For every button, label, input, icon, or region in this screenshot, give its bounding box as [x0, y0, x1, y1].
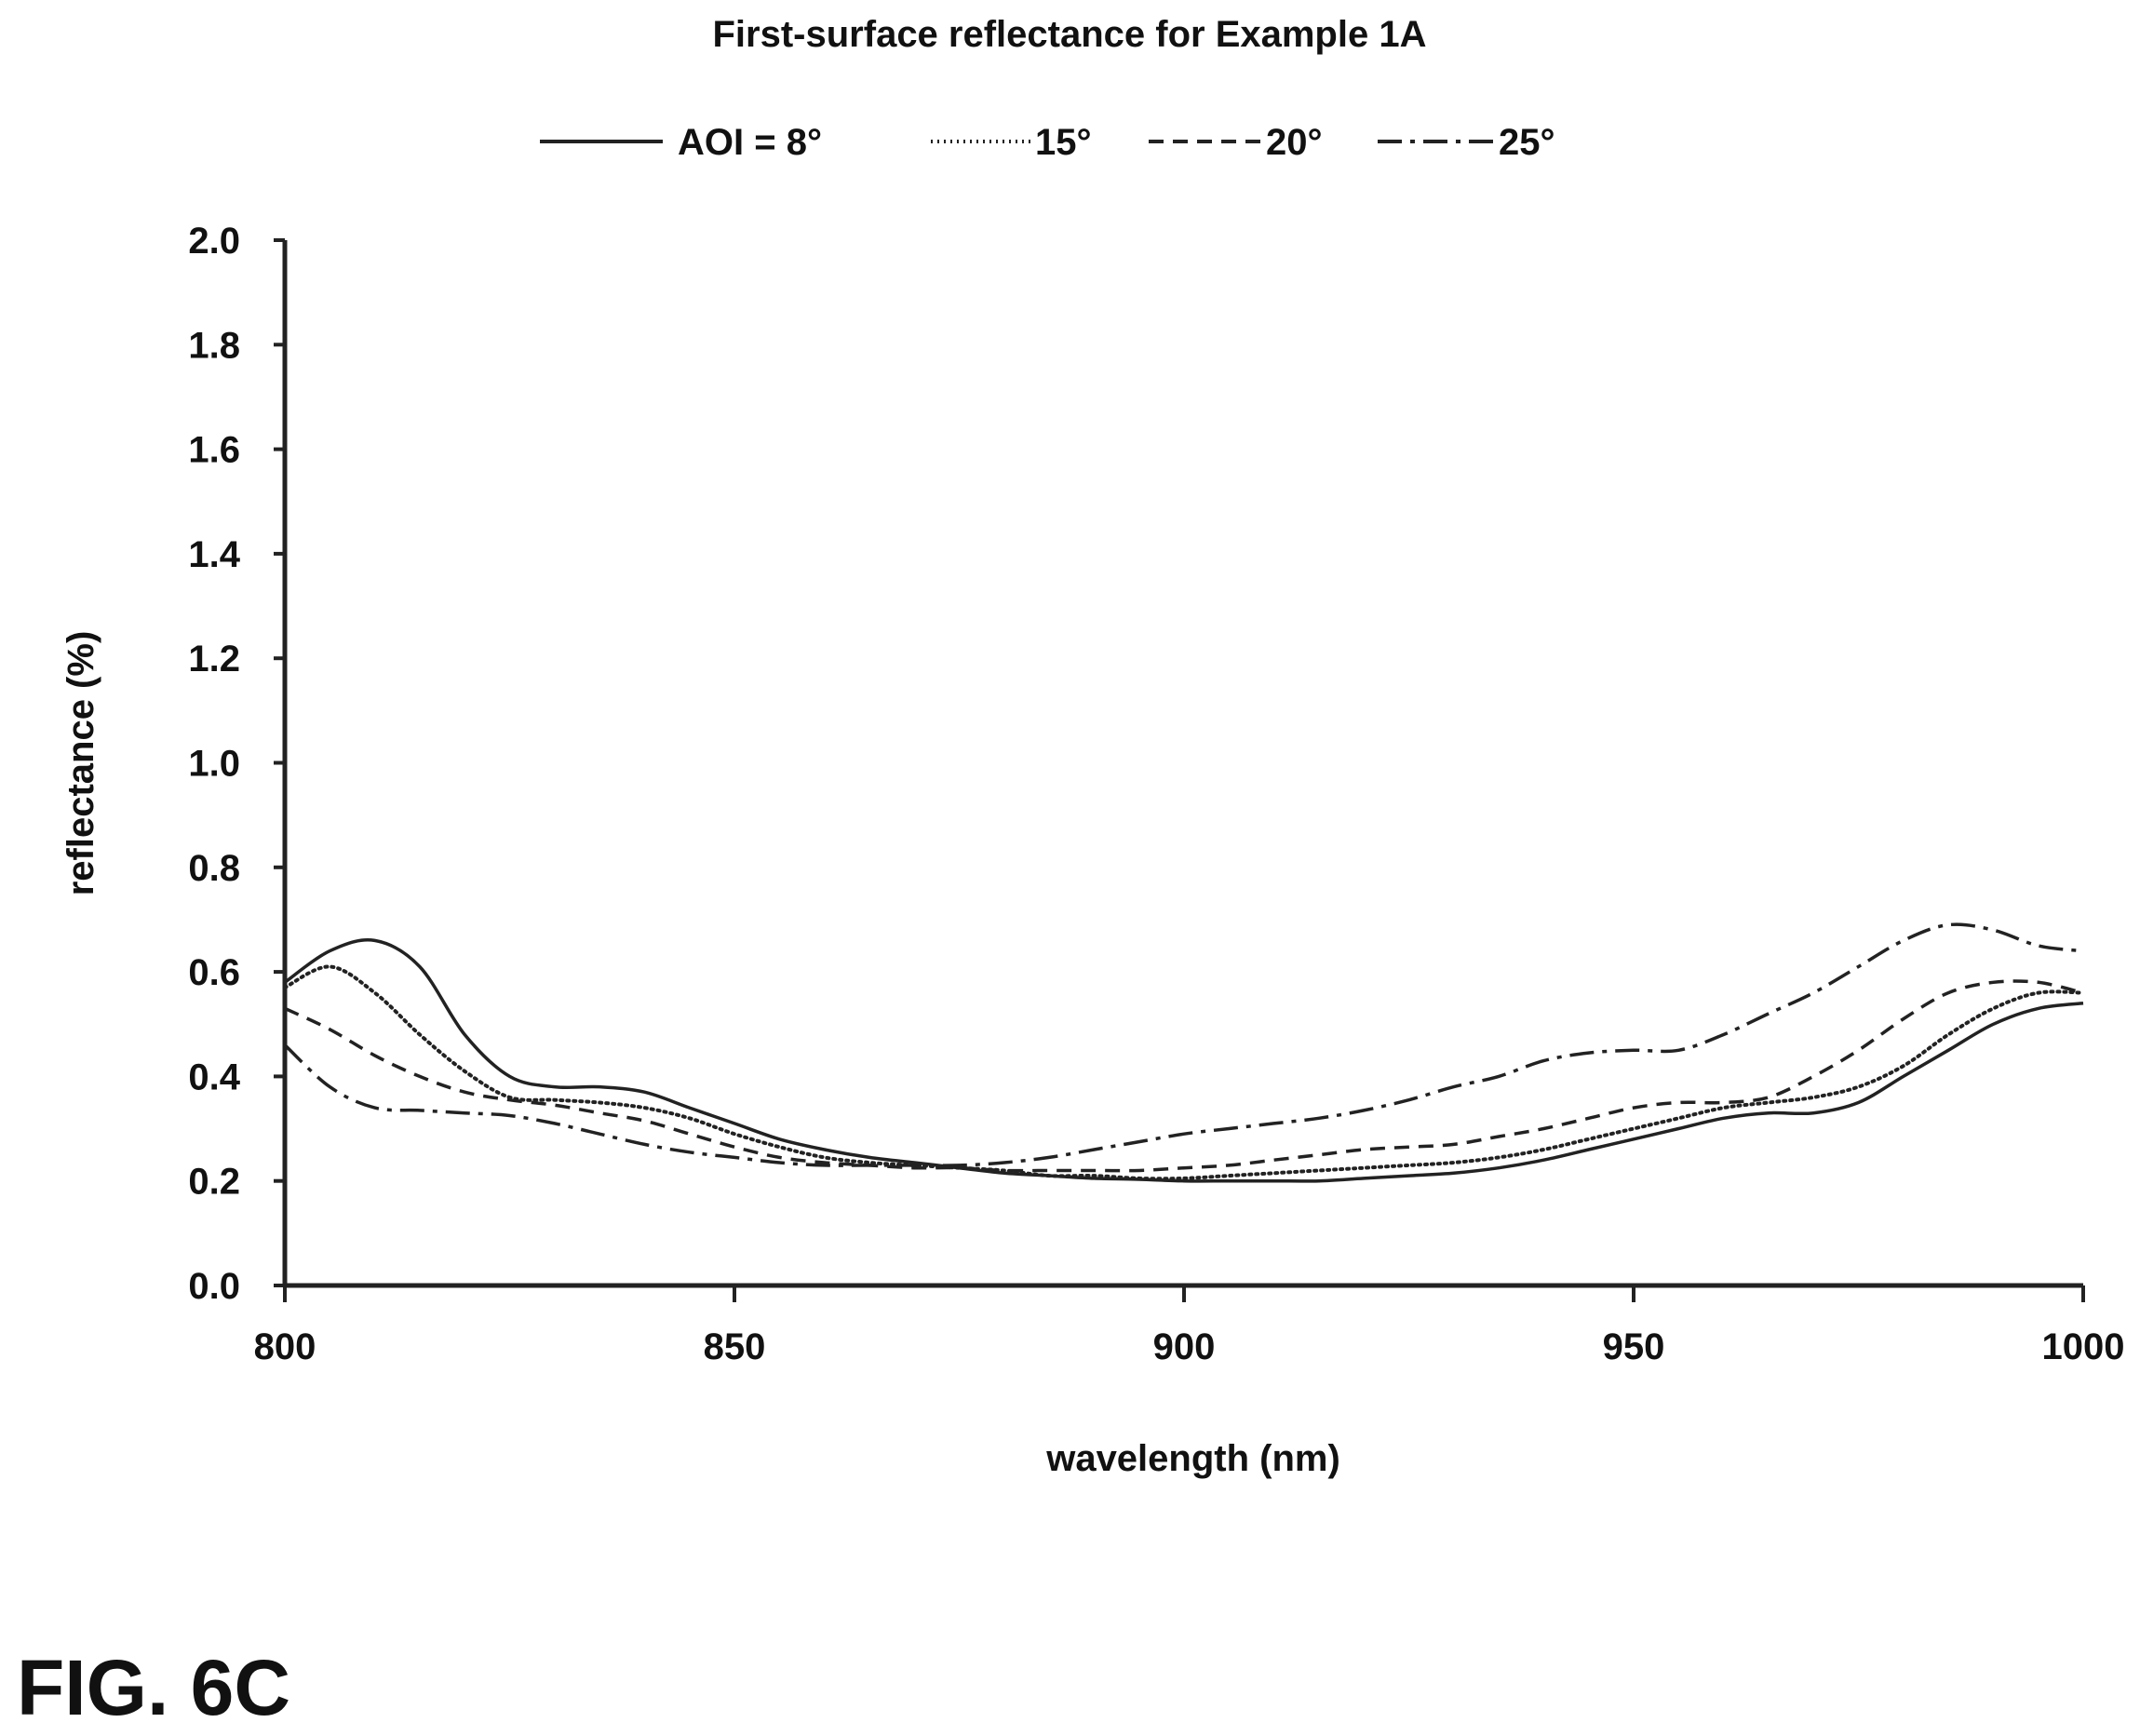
y-tick-label: 1.6: [188, 430, 240, 471]
y-tick-label: 1.8: [188, 325, 240, 366]
legend: AOI = 8° 15° 20° 25°: [540, 122, 1555, 163]
y-axis-label: reflectance (%): [61, 631, 101, 896]
legend-label-1: AOI = 8°: [678, 122, 822, 163]
series-line-1: [283, 938, 2084, 1183]
legend-label-3: 20°: [1266, 122, 1323, 163]
figure-label: FIG. 6C: [17, 1644, 290, 1731]
x-ticks: 800 850 900 950 1000: [254, 1285, 2125, 1367]
x-tick-label: 850: [704, 1326, 766, 1367]
x-axis-label: wavelength (nm): [1045, 1438, 1340, 1479]
x-tick-label: 950: [1603, 1326, 1665, 1367]
y-tick-label: 0.4: [188, 1056, 240, 1097]
y-tick-label: 1.4: [188, 534, 240, 575]
y-ticks: 0.0 0.2 0.4 0.6 0.8 1.0 1.2 1.4 1.6 1.8 2.0: [188, 221, 285, 1307]
y-tick-label: 0.6: [188, 952, 240, 993]
series-line-2: [283, 964, 2085, 1181]
series-line-3: [284, 979, 2084, 1173]
series-lines: [283, 922, 2085, 1183]
x-tick-label: 900: [1153, 1326, 1216, 1367]
y-tick-label: 1.2: [188, 639, 240, 680]
y-tick-label: 1.0: [188, 744, 240, 785]
y-tick-label: 0.2: [188, 1162, 240, 1203]
legend-label-2: 15°: [1035, 122, 1092, 163]
series-line-4: [283, 922, 2084, 1167]
y-tick-label: 0.8: [188, 848, 240, 889]
chart-title: First-surface reflectance for Example 1A: [713, 14, 1427, 55]
legend-label-4: 25°: [1499, 122, 1555, 163]
x-tick-label: 1000: [2042, 1326, 2125, 1367]
y-tick-label: 0.0: [188, 1266, 240, 1307]
y-tick-label: 2.0: [188, 221, 240, 262]
x-tick-label: 800: [254, 1326, 316, 1367]
plot-area: 0.0 0.2 0.4 0.6 0.8 1.0 1.2 1.4 1.6 1.8 2.0 800 850…: [188, 221, 2124, 1367]
